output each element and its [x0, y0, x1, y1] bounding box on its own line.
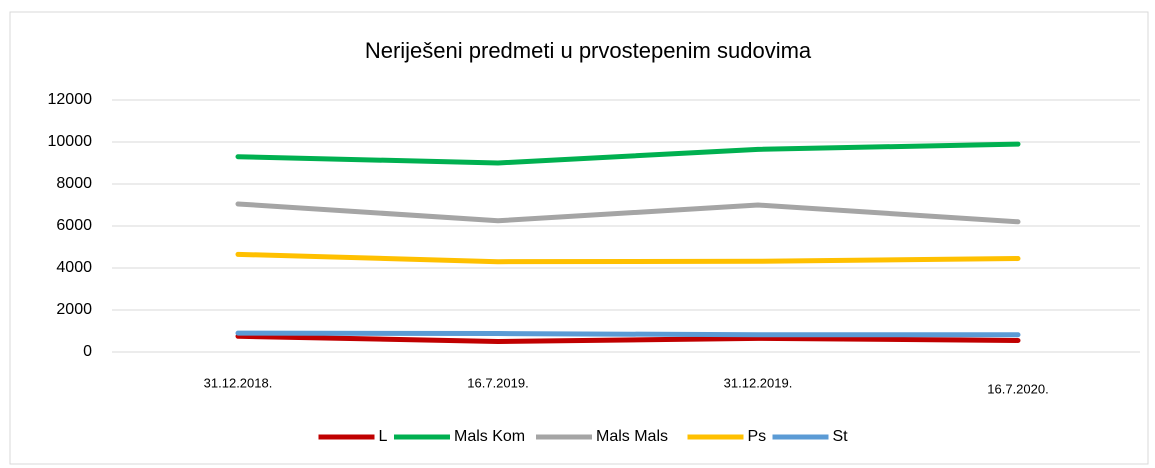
- chart-title: Neriješeni predmeti u prvostepenim sudov…: [365, 38, 812, 63]
- series-line: [235, 141, 1021, 166]
- x-tick-label: 31.12.2018.: [204, 375, 273, 390]
- chart-border: [9, 11, 1149, 465]
- x-tick-label: 31.12.2019.: [724, 375, 793, 390]
- legend-label: Ps: [748, 428, 767, 445]
- legend-label: Mals Mals: [596, 428, 668, 445]
- y-tick-label: 12000: [48, 91, 93, 108]
- legend-label: St: [833, 428, 849, 445]
- legend-label: L: [379, 428, 388, 445]
- x-tick-label: 16.7.2019.: [467, 375, 528, 390]
- series-line: [235, 201, 1021, 225]
- series-line: [235, 333, 1021, 344]
- y-tick-label: 4000: [56, 259, 92, 276]
- x-tick-label: 16.7.2020.: [987, 381, 1048, 396]
- y-tick-label: 8000: [56, 175, 92, 192]
- legend-label: Mals Kom: [454, 428, 525, 445]
- series-line: [235, 330, 1021, 338]
- series-line: [235, 251, 1021, 265]
- y-tick-label: 10000: [48, 133, 93, 150]
- y-tick-label: 0: [83, 343, 92, 360]
- y-tick-label: 6000: [56, 217, 92, 234]
- y-tick-label: 2000: [56, 301, 92, 318]
